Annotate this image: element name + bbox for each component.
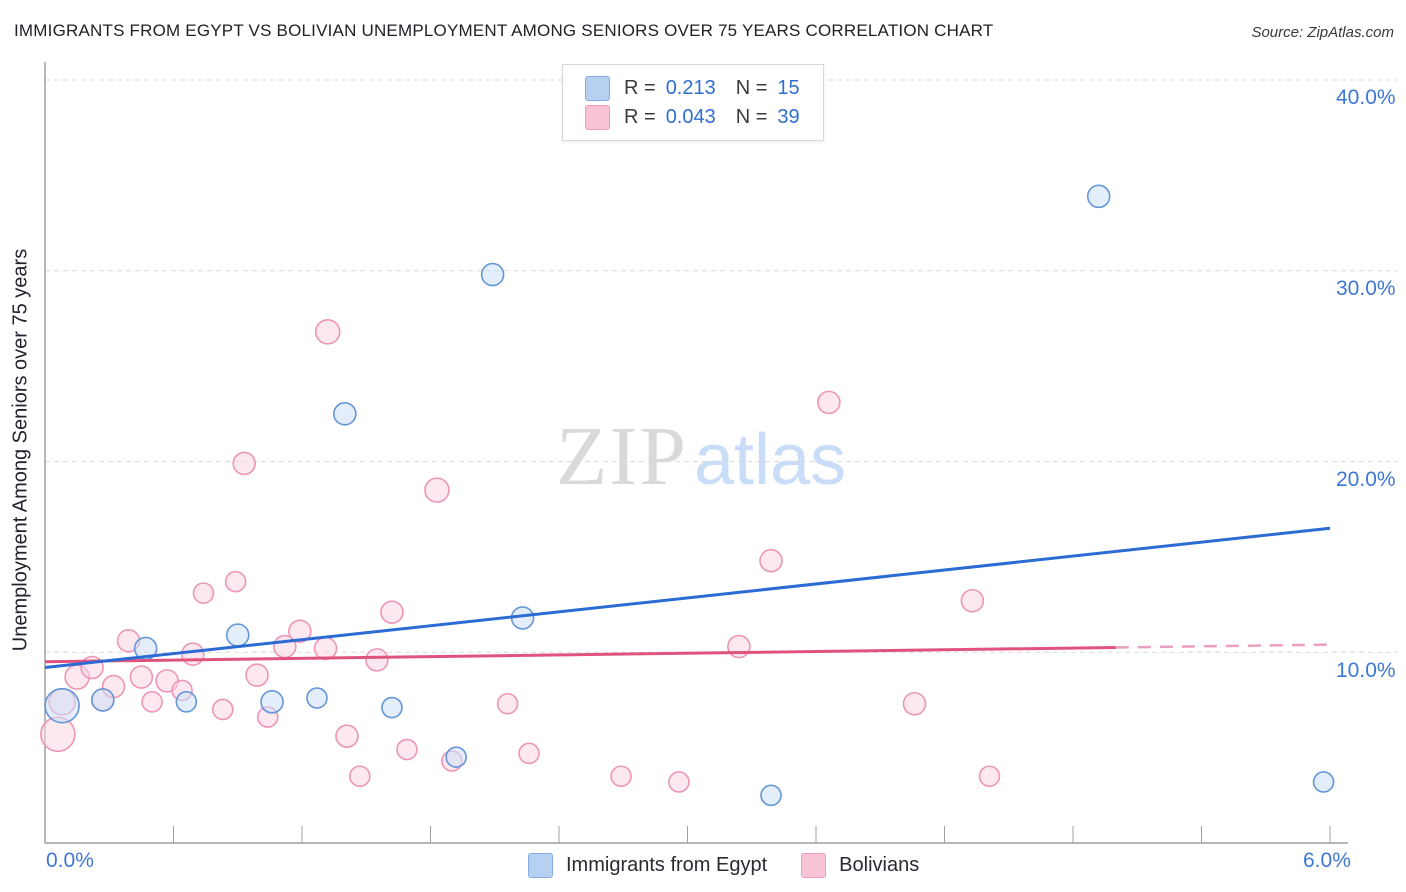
n-value: 15 (777, 77, 800, 99)
data-point-immigrants-from-egypt (760, 784, 782, 807)
legend-row-egypt: R = 0.213 N = 15 (585, 74, 823, 103)
data-point-bolivians (817, 390, 841, 415)
x-axis-min-label: 0.0% (46, 849, 94, 872)
data-point-bolivians (496, 692, 519, 715)
zipatlas-watermark: ZIP atlas (556, 408, 846, 505)
data-point-immigrants-from-egypt (306, 687, 328, 709)
trend-line-bolivians (44, 645, 1116, 664)
source-label: Source: ZipAtlas.com (1251, 24, 1394, 41)
n-label: N = (735, 77, 768, 99)
data-point-bolivians (129, 665, 154, 689)
egypt-swatch-icon (528, 853, 553, 878)
y-tick-label-30: 30.0% (1336, 277, 1396, 300)
data-point-bolivians (396, 738, 418, 761)
series-name: Bolivians (839, 854, 920, 876)
data-point-immigrants-from-egypt (480, 262, 505, 287)
y-tick-label-20: 20.0% (1336, 468, 1396, 491)
r-value: 0.043 (665, 106, 716, 128)
data-point-bolivians (211, 698, 234, 721)
data-point-bolivians (960, 588, 985, 613)
data-point-immigrants-from-egypt (445, 746, 468, 768)
egypt-swatch-icon (585, 76, 610, 101)
correlation-legend: R = 0.213 N = 15 R = 0.043 N = 39 (562, 64, 824, 141)
data-point-immigrants-from-egypt (381, 696, 403, 719)
data-point-immigrants-from-egypt (1086, 184, 1111, 209)
bolivians-swatch-icon (801, 853, 827, 878)
watermark-zip: ZIP (556, 410, 688, 503)
data-point-bolivians (288, 619, 312, 644)
data-point-bolivians (245, 663, 269, 687)
n-value: 39 (777, 106, 800, 128)
r-value: 0.213 (665, 77, 716, 99)
y-tick-label-10: 10.0% (1336, 659, 1396, 682)
data-point-bolivians (335, 724, 359, 748)
data-point-bolivians (224, 570, 247, 593)
data-point-immigrants-from-egypt (175, 691, 198, 713)
data-point-bolivians (668, 771, 690, 793)
data-point-bolivians (727, 634, 751, 659)
data-point-immigrants-from-egypt (91, 688, 115, 712)
data-point-bolivians (365, 648, 389, 672)
data-point-bolivians (232, 451, 256, 476)
r-label: R = (624, 106, 656, 128)
data-point-immigrants-from-egypt (260, 690, 284, 714)
data-point-immigrants-from-egypt (225, 623, 250, 647)
watermark-atlas: atlas (694, 420, 847, 500)
legend-row-bolivians: R = 0.043 N = 39 (585, 103, 823, 132)
data-point-bolivians (610, 765, 632, 788)
data-point-immigrants-from-egypt (44, 687, 80, 724)
bolivians-swatch-icon (585, 105, 610, 130)
data-point-bolivians (380, 600, 404, 624)
data-point-bolivians (424, 477, 450, 503)
data-point-bolivians (313, 636, 338, 661)
data-point-bolivians (314, 318, 341, 345)
trend-line-immigrants-from-egypt (44, 526, 1331, 670)
data-point-bolivians (759, 548, 783, 573)
series-name: Immigrants from Egypt (566, 854, 768, 876)
data-point-immigrants-from-egypt (1312, 771, 1335, 793)
data-point-bolivians (349, 765, 371, 788)
data-point-bolivians (902, 691, 927, 716)
legend-item-bolivians: Bolivians (801, 853, 919, 878)
series-legend: Immigrants from Egypt Bolivians (528, 853, 953, 878)
y-axis-title: Unemployment Among Seniors over 75 years (9, 248, 32, 652)
n-label: N = (735, 106, 768, 128)
trend-line-bolivians-projection (1115, 643, 1331, 649)
legend-item-egypt: Immigrants from Egypt (528, 853, 767, 878)
data-point-bolivians (141, 691, 163, 713)
page-title: IMMIGRANTS FROM EGYPT VS BOLIVIAN UNEMPL… (14, 21, 994, 40)
data-point-bolivians (180, 642, 205, 666)
y-tick-label-40: 40.0% (1336, 86, 1396, 109)
data-point-immigrants-from-egypt (333, 402, 357, 426)
data-point-bolivians (518, 742, 540, 765)
data-point-bolivians (192, 582, 215, 604)
r-label: R = (624, 77, 656, 99)
data-point-bolivians (978, 765, 1001, 788)
x-axis-max-label: 6.0% (1303, 849, 1351, 872)
